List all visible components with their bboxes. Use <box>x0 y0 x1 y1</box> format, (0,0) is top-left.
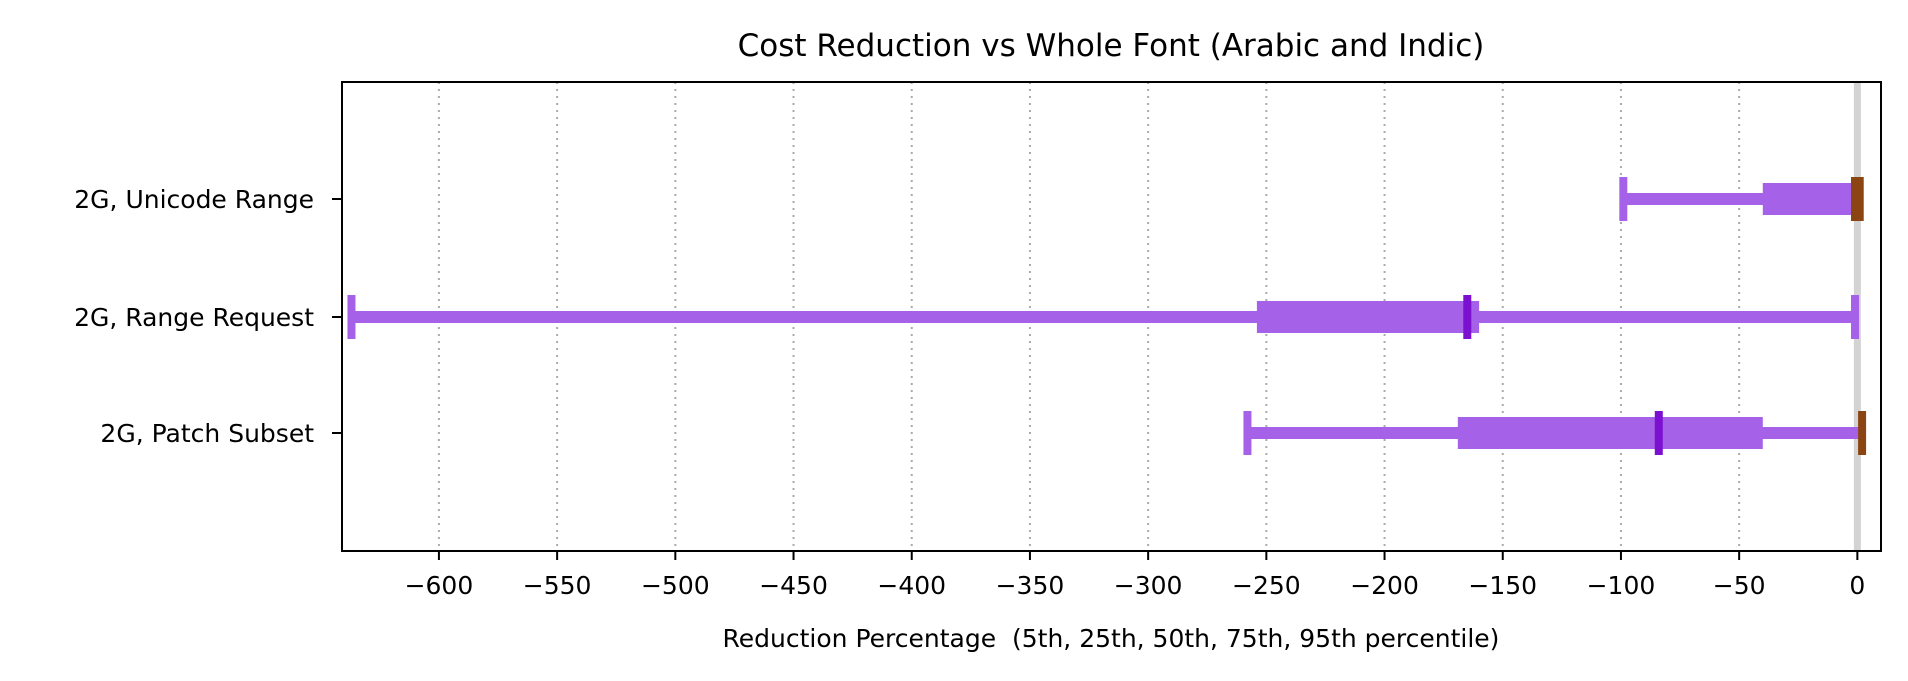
x-tick-label: −450 <box>759 571 828 600</box>
x-tick-label: −350 <box>996 571 1065 600</box>
category-label: 2G, Unicode Range <box>74 185 314 214</box>
x-tick-label: −300 <box>1114 571 1183 600</box>
x-tick-label: −200 <box>1350 571 1419 600</box>
p5-cap <box>1243 411 1252 455</box>
category-label: 2G, Range Request <box>74 303 314 332</box>
p5-cap <box>347 295 356 339</box>
category-label: 2G, Patch Subset <box>100 419 314 448</box>
x-tick-label: 0 <box>1849 571 1865 600</box>
p5-cap <box>1619 177 1628 221</box>
median-marker <box>1654 411 1663 455</box>
iqr-box <box>1457 417 1763 449</box>
p95-cap <box>1850 295 1859 339</box>
median-marker <box>1850 177 1859 221</box>
x-tick-label: −150 <box>1468 571 1537 600</box>
x-tick-label: −550 <box>523 571 592 600</box>
x-tick-label: −250 <box>1232 571 1301 600</box>
iqr-box <box>1256 301 1480 333</box>
x-axis-label: Reduction Percentage (5th, 25th, 50th, 7… <box>723 624 1500 653</box>
y-axis-ticks: 2G, Unicode Range 2G, Range Request 2G, Pa… <box>74 185 342 448</box>
box-marks <box>347 177 1867 455</box>
x-tick-label: −500 <box>641 571 710 600</box>
p95-cap <box>1858 411 1867 455</box>
x-tick-label: −400 <box>877 571 946 600</box>
iqr-box <box>1762 183 1855 215</box>
x-tick-label: −600 <box>405 571 474 600</box>
x-axis-ticks: −600 −550 −500 −450 −400 −350 −300 −250 −200 −150… <box>405 551 1865 600</box>
p95-cap <box>1855 177 1864 221</box>
x-tick-label: −50 <box>1713 571 1766 600</box>
grid-lines <box>437 82 1741 551</box>
chart-title: Cost Reduction vs Whole Font (Arabic and… <box>738 28 1485 64</box>
x-tick-label: −100 <box>1587 571 1656 600</box>
median-marker <box>1463 295 1472 339</box>
